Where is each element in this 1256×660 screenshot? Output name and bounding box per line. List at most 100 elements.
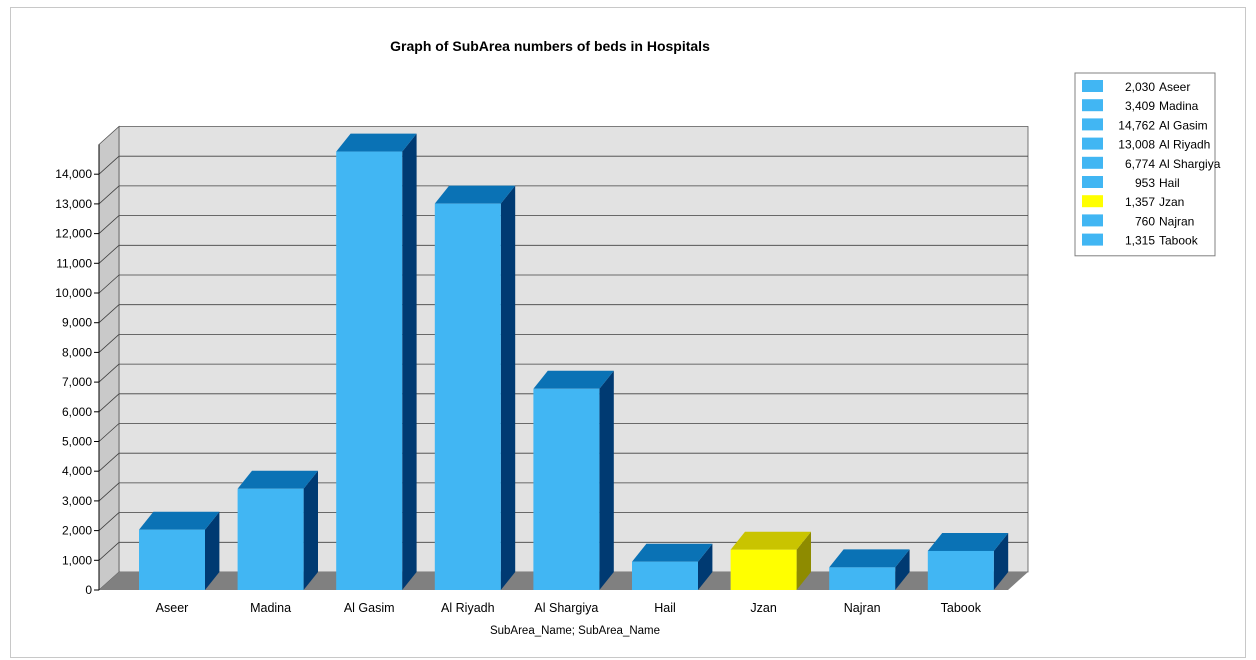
- legend-value: 13,008: [1118, 138, 1155, 152]
- y-tick-label: 14,000: [55, 167, 92, 181]
- bar-top: [533, 370, 614, 389]
- x-tick-label: Madina: [250, 601, 291, 615]
- gridline-side: [98, 363, 120, 383]
- legend-value: 3,409: [1125, 99, 1155, 113]
- bar-top: [829, 549, 910, 568]
- bar-front: [336, 151, 403, 590]
- legend-item: 2,030 Aseer: [1082, 80, 1190, 94]
- legend-value: 760: [1135, 214, 1155, 228]
- bar-top: [632, 543, 713, 562]
- gridline-side: [98, 542, 120, 561]
- bar-madina: [237, 470, 318, 590]
- x-axis-title: SubArea_Name; SubArea_Name: [490, 625, 660, 637]
- y-tick-label: 9,000: [62, 316, 92, 330]
- y-tick-label: 1,000: [62, 553, 92, 567]
- y-tick-label: 12,000: [55, 227, 92, 241]
- gridline-side: [98, 304, 120, 323]
- legend-label: Al Riyadh: [1159, 138, 1210, 152]
- legend-item: 6,774 Al Shargiya: [1082, 156, 1221, 171]
- legend-item: 953 Hail: [1082, 176, 1180, 190]
- legend-item: 13,008 Al Riyadh: [1082, 137, 1210, 152]
- bar-front: [730, 549, 797, 590]
- bar-side: [402, 133, 417, 590]
- bar-top: [927, 532, 1009, 551]
- legend-swatch: [1082, 99, 1103, 112]
- legend-swatch: [1082, 137, 1103, 150]
- bar-al-gasim: [336, 133, 417, 590]
- bar-top: [139, 511, 220, 530]
- gridline-side: [98, 423, 120, 442]
- y-tick-label: 6,000: [62, 405, 92, 419]
- bar-al-shargiya: [533, 370, 614, 590]
- legend-item: 1,315 Tabook: [1082, 233, 1199, 248]
- side-wall: [98, 125, 120, 591]
- bar-side: [993, 532, 1009, 590]
- gridline-side: [98, 185, 120, 205]
- legend-item: 3,409 Madina: [1082, 99, 1199, 113]
- legend-swatch: [1082, 80, 1103, 92]
- x-tick-label: Tabook: [941, 601, 982, 615]
- bar-side: [599, 370, 614, 590]
- bar-top: [434, 185, 516, 204]
- bar-top: [336, 133, 417, 152]
- legend-value: 2,030: [1125, 80, 1155, 94]
- bar-front: [927, 550, 994, 590]
- bars: [139, 133, 1009, 590]
- legend-swatch: [1082, 156, 1103, 169]
- bar-tabook: [927, 532, 1009, 590]
- x-tick-label: Al Shargiya: [534, 601, 598, 615]
- legend-value: 1,315: [1125, 234, 1155, 248]
- bar-front: [237, 488, 304, 590]
- legend-value: 6,774: [1125, 157, 1155, 171]
- legend-swatch: [1082, 195, 1103, 208]
- y-tick-label: 13,000: [55, 197, 92, 211]
- bar-front: [533, 388, 600, 590]
- x-tick-label: Al Riyadh: [441, 601, 495, 615]
- gridline-side: [98, 245, 120, 264]
- legend: 2,030 Aseer 3,409 Madina 14,762 Al Gasim 13,00…: [1074, 72, 1221, 257]
- gridline-side: [98, 155, 120, 175]
- gridline-side: [98, 334, 120, 353]
- x-tick-label: Aseer: [156, 601, 189, 615]
- bar-najran: [829, 549, 910, 590]
- bar-side: [895, 549, 910, 590]
- gridline-side: [98, 452, 120, 472]
- x-tick-label: Najran: [844, 601, 881, 615]
- bar-top: [237, 470, 318, 489]
- bar-aseer: [139, 511, 220, 590]
- legend-label: Al Gasim: [1159, 118, 1208, 132]
- bar-side: [303, 470, 318, 590]
- bar-al-riyadh: [434, 185, 516, 590]
- x-tick-label: Jzan: [750, 601, 776, 615]
- gridline-side: [98, 274, 120, 294]
- y-axis-ticks: 0 1,000 2,000 3,000 4,000 5,000 6,000 7,000 8,00…: [55, 144, 100, 597]
- legend-swatch: [1082, 214, 1103, 227]
- y-tick-label: 3,000: [62, 494, 92, 508]
- y-tick-label: 7,000: [62, 375, 92, 389]
- y-tick-label: 11,000: [56, 256, 92, 270]
- gridline-side: [98, 512, 120, 531]
- legend-swatch: [1082, 233, 1103, 246]
- bar-side: [796, 531, 811, 590]
- legend-label: Hail: [1159, 176, 1180, 190]
- bar-top: [730, 531, 811, 550]
- legend-item: 760 Najran: [1082, 214, 1194, 228]
- y-tick-label: 2,000: [62, 524, 92, 538]
- x-tick-label: Hail: [654, 601, 676, 615]
- legend-value: 1,357: [1125, 195, 1155, 209]
- legend-item: 14,762 Al Gasim: [1082, 118, 1208, 132]
- y-tick-label: 0: [85, 583, 92, 597]
- bar-front: [434, 203, 501, 590]
- legend-label: Jzan: [1159, 195, 1184, 209]
- chart-title: Graph of SubArea numbers of beds in Hosp…: [390, 38, 710, 54]
- bar-hail: [632, 543, 713, 590]
- x-tick-label: Al Gasim: [344, 601, 395, 615]
- bar-front: [829, 567, 896, 590]
- legend-swatch: [1082, 176, 1103, 188]
- y-tick-label: 5,000: [62, 435, 92, 449]
- legend-label: Najran: [1159, 214, 1194, 228]
- bar-side: [205, 511, 220, 590]
- y-tick-label: 8,000: [62, 345, 92, 359]
- bar-front: [139, 529, 205, 590]
- bar-chart: Graph of SubArea numbers of beds in Hosp…: [55, 38, 1221, 637]
